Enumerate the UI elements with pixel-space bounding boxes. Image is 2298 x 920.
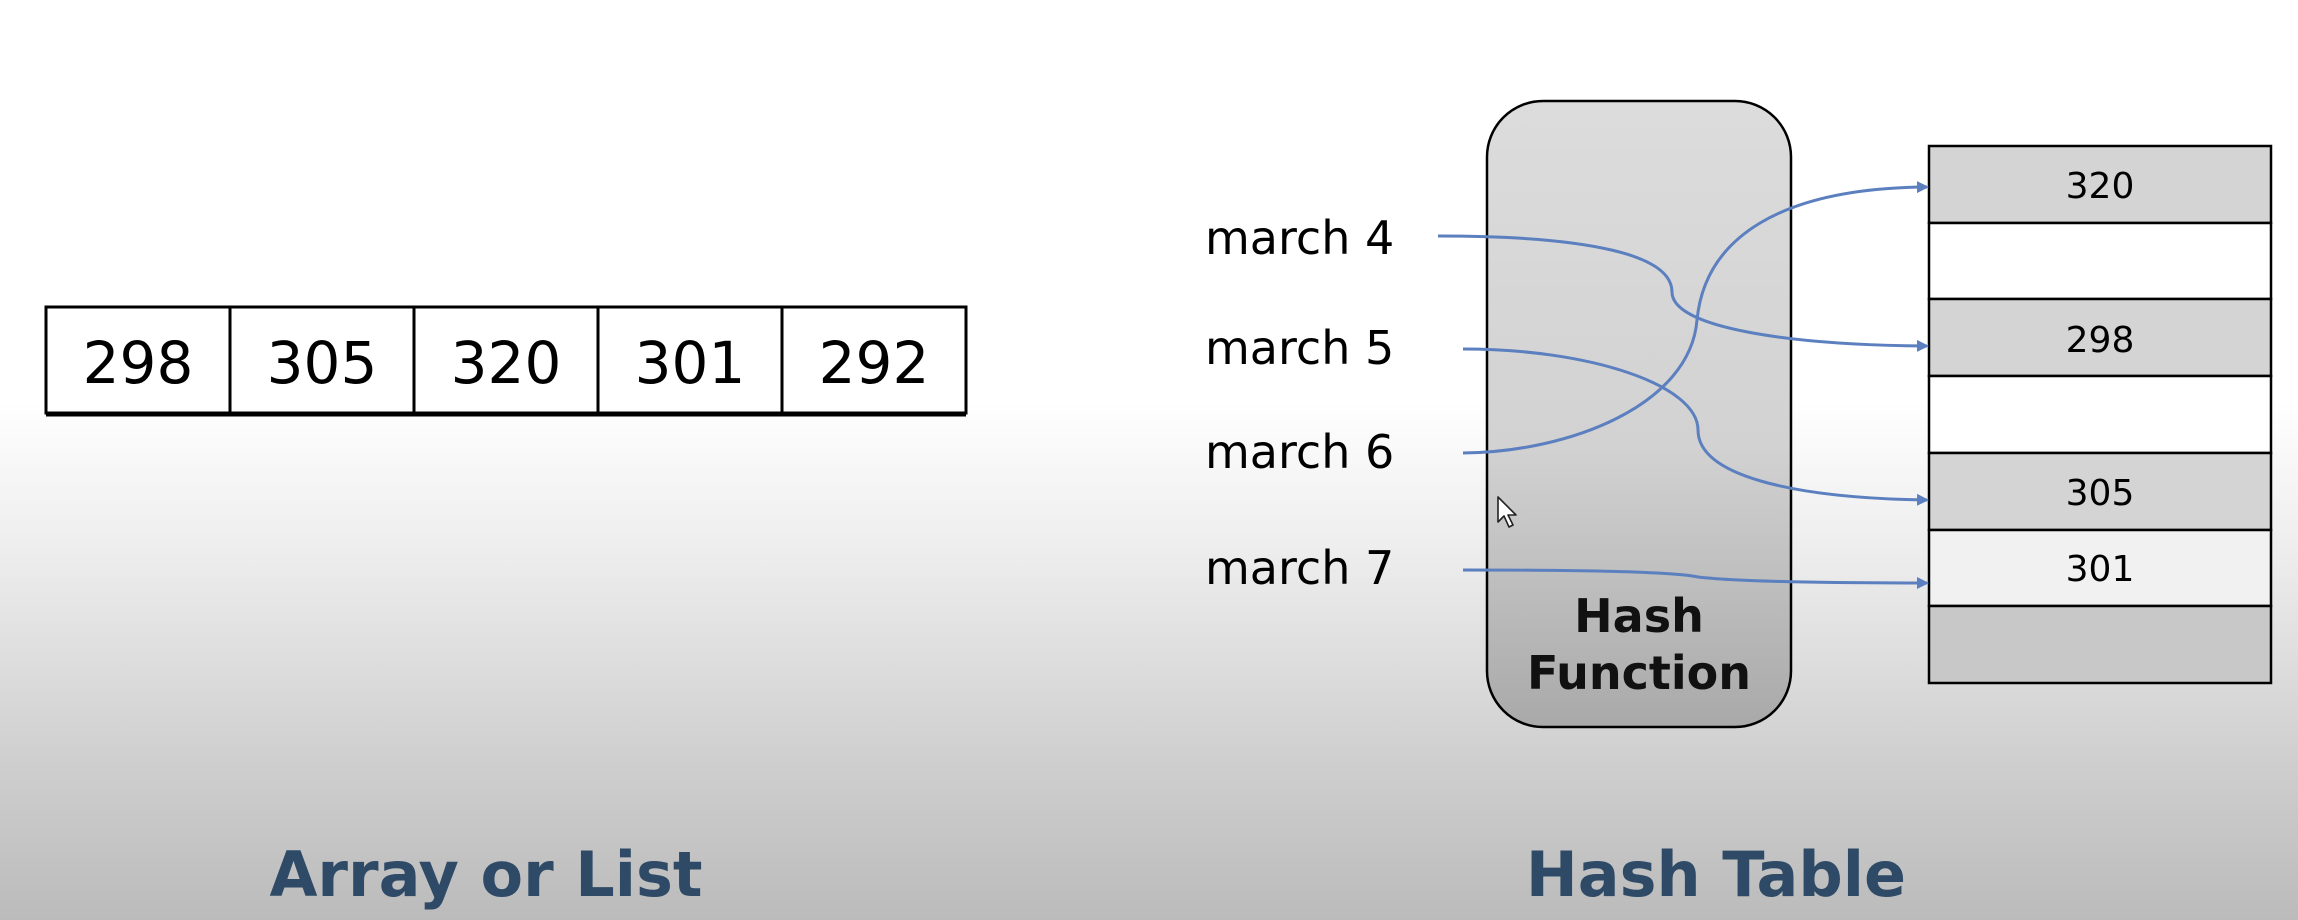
array-cell: 292 — [780, 305, 968, 415]
hash-table: 320 298 305 301 — [1927, 144, 2273, 685]
array-cell: 298 — [44, 305, 232, 415]
hash-slot-value: 320 — [2066, 166, 2135, 207]
array-box: 298 305 320 301 292 — [44, 305, 968, 417]
hash-key-label: march 5 — [1205, 321, 1394, 375]
array-caption: Array or List — [269, 838, 702, 911]
array-cell: 305 — [228, 305, 416, 415]
hash-slot-value: 298 — [2066, 320, 2135, 361]
array-cell-value: 301 — [635, 329, 746, 397]
mouse-pointer-icon — [1497, 496, 1517, 528]
arrow-march-6-to-320 — [1462, 181, 1929, 455]
hash-slot — [1927, 604, 2273, 685]
hash-table-caption: Hash Table — [1526, 838, 1906, 911]
arrow-march-7-to-301 — [1462, 568, 1929, 589]
mapping-arrows — [1437, 181, 1929, 589]
hash-slot — [1927, 374, 2273, 455]
hash-slot: 305 — [1927, 451, 2273, 532]
hash-slot: 320 — [1927, 144, 2273, 225]
hash-key-label: march 7 — [1205, 541, 1394, 595]
hash-slot-value: 305 — [2066, 473, 2135, 514]
array-cell-value: 320 — [451, 329, 562, 397]
hash-slot-value: 301 — [2066, 549, 2135, 590]
array-cell-value: 298 — [83, 329, 194, 397]
hash-function-box: Hash Function — [1485, 99, 1793, 729]
hash-key-label: march 6 — [1205, 425, 1394, 479]
arrow-march-5-to-305 — [1462, 347, 1929, 506]
arrow-march-4-to-298 — [1437, 234, 1929, 352]
array-cell-value: 305 — [267, 329, 378, 397]
hash-key-label: march 4 — [1205, 211, 1394, 265]
hash-slot: 301 — [1927, 528, 2273, 608]
hash-function-label-line1: Hash — [1574, 589, 1704, 643]
hash-slot — [1927, 221, 2273, 301]
array-cell-value: 292 — [819, 329, 930, 397]
array-cell: 301 — [596, 305, 784, 415]
array-cell: 320 — [412, 305, 600, 415]
hash-function-label-line2: Function — [1527, 646, 1751, 700]
hash-slot: 298 — [1927, 297, 2273, 378]
